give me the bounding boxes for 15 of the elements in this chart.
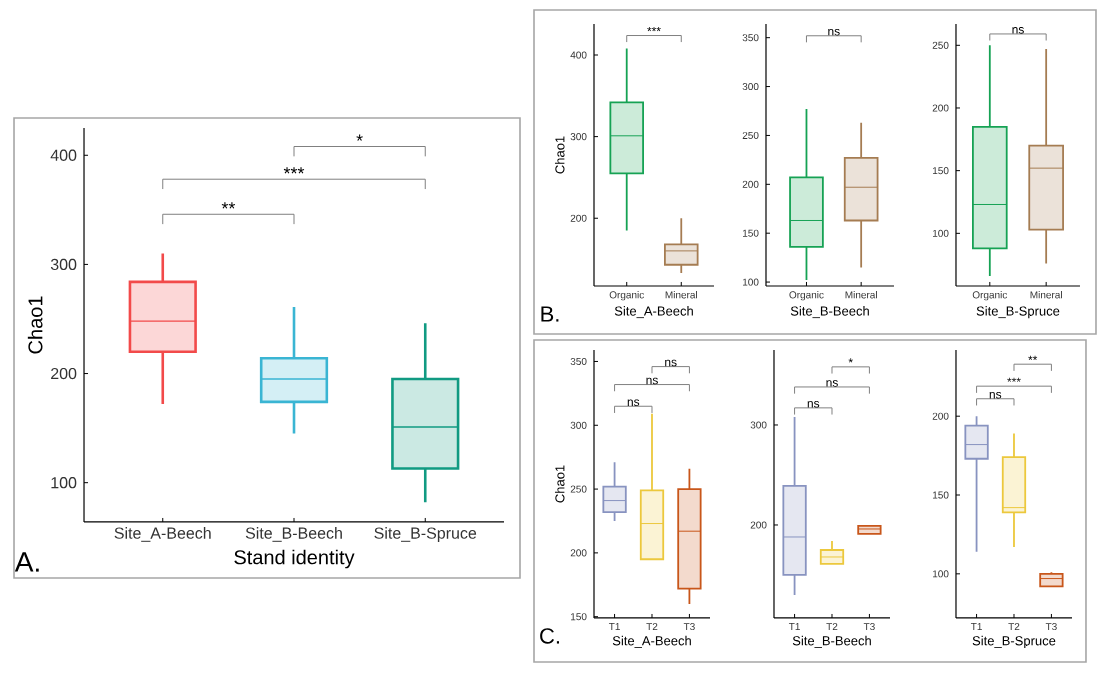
y-tick-label: 100 — [51, 477, 77, 489]
y-tick-label: 400 — [50, 149, 77, 161]
text: A. — [14, 552, 39, 572]
x-tick-label: Site_B-Spruce — [374, 527, 477, 542]
text: C. — [540, 628, 559, 644]
y-axis-title: Chao1 — [27, 296, 43, 354]
text: B. — [541, 306, 559, 322]
x-tick-label: Site_A-Beech — [114, 527, 211, 542]
annotation: ** — [221, 202, 236, 209]
y-tick-label: 300 — [50, 258, 77, 271]
annotation: * — [356, 134, 363, 141]
annotation: *** — [283, 167, 305, 174]
x-axis-title: Stand identity — [234, 549, 355, 569]
x-tick-label: Site_B-Beech — [245, 527, 342, 542]
y-tick-label: 200 — [51, 367, 77, 380]
